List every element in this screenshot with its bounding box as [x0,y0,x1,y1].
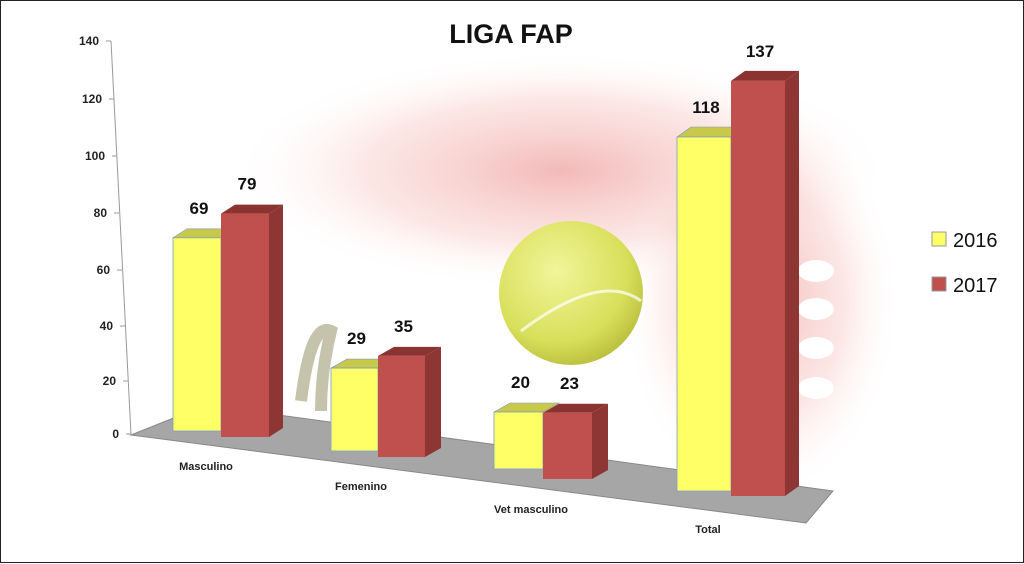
legend-label-2017: 2017 [953,275,998,297]
data-label: 29 [347,329,366,348]
legend-swatch-2016 [931,231,947,247]
data-label: 23 [560,374,579,393]
legend: 2016 2017 [931,230,998,297]
category-label: Total [695,524,720,536]
chart-title: LIGA FAP [449,19,573,49]
y-tick-label: 100 [85,149,105,163]
data-label: 69 [190,199,209,218]
y-tick-label: 80 [94,206,108,220]
bar-2017-masculino [221,204,283,437]
y-tick-label: 140 [79,34,99,48]
category-label: Masculino [179,461,233,473]
bar-2017-total [731,70,799,496]
y-tick-label: 40 [100,319,114,333]
data-label: 79 [238,175,257,194]
data-label: 20 [511,373,530,392]
data-label: 137 [746,42,774,61]
y-axis [110,40,132,436]
y-tick-label: 0 [112,427,119,441]
category-label: Vet masculino [494,504,568,516]
legend-swatch-2017 [931,276,947,292]
bar-2017-vet-masculino [543,403,608,479]
bar-2017-femenino [378,346,441,457]
tennis-ball-image [499,221,643,365]
y-tick-label: 20 [103,374,117,388]
category-label: Femenino [335,481,387,493]
data-label: 35 [394,317,413,336]
y-tick-label: 60 [97,263,111,277]
y-tick-label: 120 [82,92,102,106]
legend-label-2016: 2016 [953,230,998,252]
data-label: 118 [692,98,719,117]
